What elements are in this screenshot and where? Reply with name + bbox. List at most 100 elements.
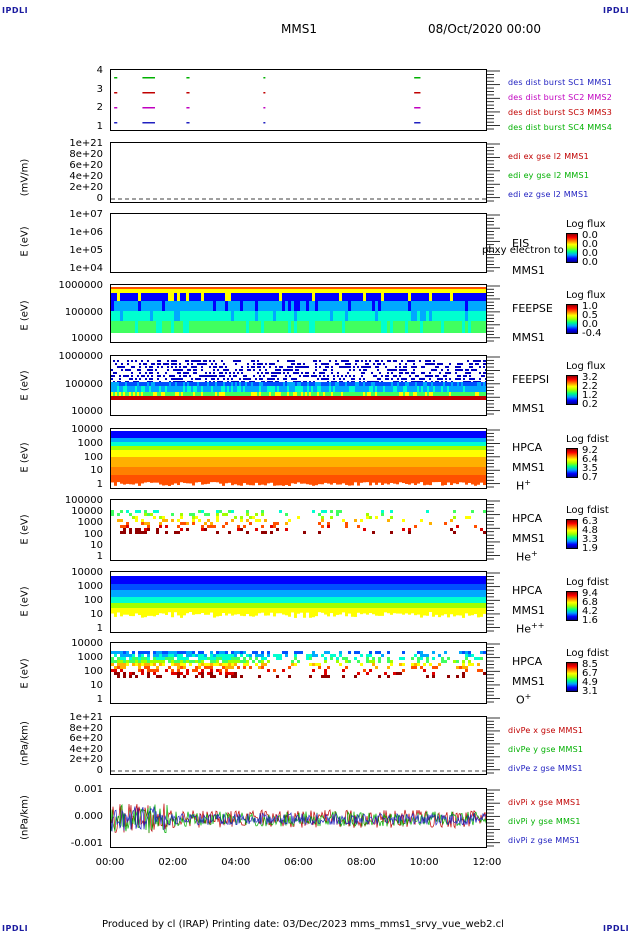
spectrogram-cell <box>259 386 261 392</box>
spectrogram-cell <box>363 576 366 584</box>
spectrogram-cell <box>321 363 323 365</box>
spectrogram-cell <box>225 293 228 301</box>
spectrogram-cell <box>213 442 216 446</box>
spectrogram-cell <box>162 651 165 654</box>
spectrogram-cell <box>168 597 171 603</box>
spectrogram-cell <box>465 590 468 597</box>
spectrogram-cell <box>345 467 348 475</box>
spectrogram-cell <box>192 446 195 450</box>
spectrogram-cell <box>438 442 441 446</box>
spectrogram-cell <box>162 287 165 289</box>
spectrogram-cell <box>192 522 195 525</box>
spectrogram-cell <box>135 516 138 519</box>
spectrogram-cell <box>180 301 183 311</box>
spectrogram-cell <box>390 287 393 289</box>
spectrogram-cell <box>269 366 271 368</box>
spectrogram-cell <box>147 657 150 660</box>
spectrogram-cell <box>246 467 249 475</box>
spectrogram-cell <box>447 597 450 603</box>
spectrogram-cell <box>261 660 264 663</box>
spectrogram-cell <box>243 301 246 311</box>
spectrogram-cell <box>411 442 414 446</box>
spectrogram-cell <box>111 576 114 584</box>
spectrogram-cell <box>210 666 213 669</box>
spectrogram-cell <box>111 438 114 442</box>
spectrogram-cell <box>336 475 339 485</box>
spectrogram-cell <box>129 392 131 396</box>
spectrogram-cell <box>393 301 396 311</box>
spectrogram-cell <box>371 392 373 396</box>
spectrogram-cell <box>321 525 324 528</box>
spectrogram-cell <box>477 360 479 362</box>
spectrogram-cell <box>138 531 141 534</box>
spectrogram-cell <box>171 651 174 654</box>
spectrogram-cell <box>198 321 201 333</box>
spectrogram-cell <box>150 311 153 321</box>
instrument-label: EIS <box>512 237 530 250</box>
spectrogram-cell <box>279 603 282 608</box>
spectrogram-cell <box>162 293 165 301</box>
spectrogram-cell <box>291 386 293 392</box>
spectrogram-cell <box>249 392 251 396</box>
spectrogram-cell <box>217 392 219 396</box>
spectrogram-cell <box>135 663 138 666</box>
spectrogram-cell <box>282 289 285 293</box>
spectrogram-cell <box>222 301 225 311</box>
colorbar-value: 2.2 <box>582 381 598 392</box>
spectrogram-cell <box>480 446 483 450</box>
spectrogram-cell <box>259 369 261 371</box>
spectrogram-cell <box>321 654 324 657</box>
spectrogram-cell <box>195 603 198 608</box>
spectrogram-cell <box>129 369 131 371</box>
spectrogram-cell <box>369 475 372 486</box>
spectrogram-cell <box>129 386 131 392</box>
spectrogram-cell <box>313 386 315 392</box>
spectrogram-cell <box>276 576 279 584</box>
spectrogram-cell <box>138 442 141 446</box>
spectrogram-cell <box>264 475 267 486</box>
spectrogram-cell <box>153 293 156 301</box>
spectrogram-cell <box>135 293 138 301</box>
spectrogram-cell <box>441 392 443 396</box>
spectrogram-cell <box>411 360 413 362</box>
colorbar <box>566 233 578 263</box>
spectrogram-cell <box>273 654 276 657</box>
spectrogram-cell <box>429 431 432 438</box>
spectrogram-cell <box>225 287 228 289</box>
spectrogram-cell <box>201 375 203 377</box>
spectrogram-cell <box>193 366 195 368</box>
spectrogram-cell <box>159 386 161 392</box>
spectrogram-cell <box>423 366 425 368</box>
spectrogram-cell <box>287 396 289 400</box>
spectrogram-cell <box>207 438 210 442</box>
spectrogram-cell <box>375 603 378 608</box>
spectrogram-cell <box>186 431 189 438</box>
spectrogram-cell <box>285 475 288 486</box>
spectrogram-cell <box>255 287 258 289</box>
spectrogram-cell <box>255 519 258 522</box>
spectrogram-cell <box>156 675 159 678</box>
spectrogram-cell <box>157 378 159 380</box>
spectrogram-cell <box>297 584 300 590</box>
spectrogram-cell <box>303 590 306 597</box>
spectrogram-cell <box>381 450 384 457</box>
spectrogram-cell <box>219 392 221 396</box>
spectrogram-cell <box>456 446 459 450</box>
spectrogram-cell <box>213 360 215 362</box>
spectrogram-cell <box>438 576 441 584</box>
spectrogram-cell <box>312 321 315 333</box>
y-tick-label: 100000 <box>64 306 103 318</box>
spectrogram-cell <box>354 657 357 660</box>
spectrogram-cell <box>168 321 171 333</box>
spectrogram-cell <box>198 584 201 590</box>
spectrogram-cell <box>405 590 408 597</box>
spectrogram-cell <box>357 672 360 675</box>
spectrogram-cell <box>165 576 168 584</box>
spectrogram-cell <box>207 597 210 603</box>
spectrogram-cell <box>276 522 279 525</box>
spectrogram-cell <box>168 654 171 657</box>
spectrogram-cell <box>363 321 366 333</box>
spectrogram-cell <box>243 475 246 484</box>
spectrogram-cell <box>311 392 313 396</box>
spectrogram-cell <box>447 366 449 368</box>
